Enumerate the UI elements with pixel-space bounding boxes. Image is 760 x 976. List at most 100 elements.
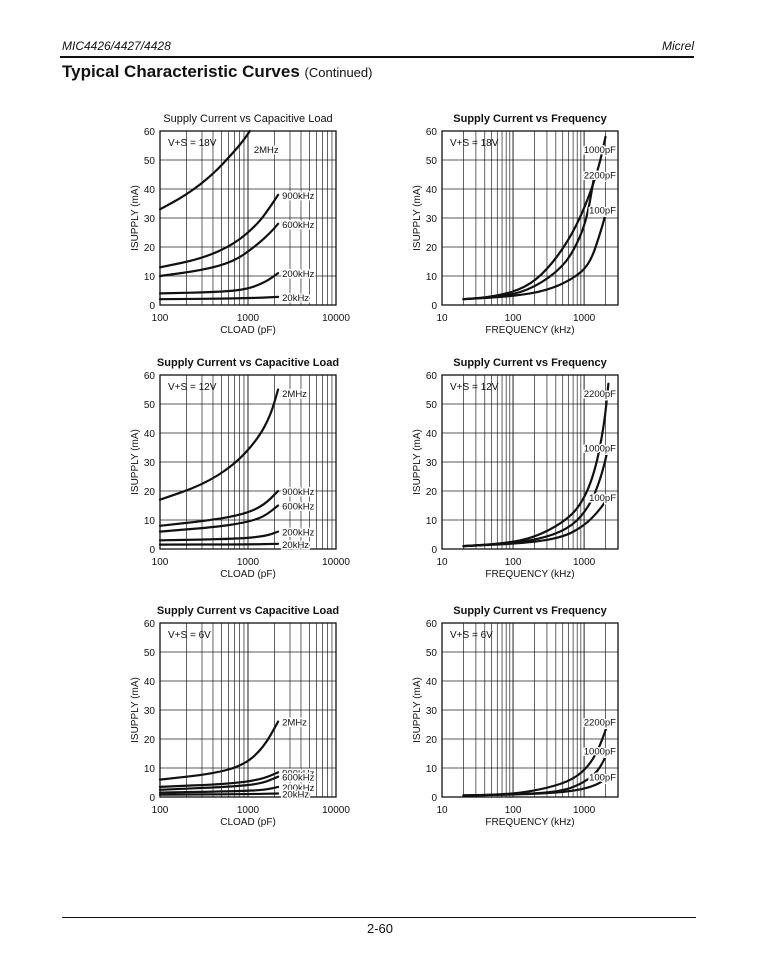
chart-title: Supply Current vs Capacitive Load — [163, 113, 332, 125]
y-tick-label: 0 — [149, 545, 155, 556]
y-tick-label: 50 — [144, 156, 156, 167]
x-tick-label: 10 — [436, 805, 448, 816]
series-label-900khz: 900kHz — [282, 768, 314, 779]
x-tick-label: 100 — [505, 557, 522, 568]
series-label-600khz: 600kHz — [282, 220, 314, 231]
x-tick-label: 1000 — [237, 557, 260, 568]
series-line-100pf — [462, 775, 610, 797]
section-subtitle: (Continued) — [304, 65, 373, 80]
series-label-2200pf: 2200pF — [584, 718, 616, 729]
series-line-600khz — [158, 222, 280, 278]
x-axis-label: CLOAD (pF) — [220, 569, 276, 580]
y-tick-label: 20 — [144, 487, 156, 498]
x-tick-label: 10000 — [322, 805, 350, 816]
y-tick-label: 10 — [144, 272, 156, 283]
x-tick-label: 1000 — [237, 805, 260, 816]
chart-5: 0 10 20 30 40 50 60 100 1000 10000 Supply Current … — [130, 605, 350, 828]
series-label-2mhz: 2MHz — [254, 145, 279, 156]
series-label-20khz: 20kHz — [282, 790, 309, 801]
y-tick-label: 20 — [144, 243, 156, 254]
y-tick-label: 20 — [144, 735, 156, 746]
supply-voltage-label: V+S = 12V — [450, 382, 499, 393]
series-label-200khz: 200kHz — [282, 269, 314, 280]
series-label-900khz: 900kHz — [282, 191, 314, 202]
y-tick-label: 40 — [144, 429, 156, 440]
y-tick-label: 50 — [144, 400, 156, 411]
y-tick-label: 40 — [426, 429, 438, 440]
series-line-2200pf — [462, 173, 596, 301]
supply-voltage-label: V+S = 18V — [168, 138, 217, 149]
y-tick-label: 30 — [426, 706, 438, 717]
chart-title: Supply Current vs Frequency — [453, 605, 607, 617]
y-tick-label: 30 — [144, 214, 156, 225]
y-tick-label: 20 — [426, 735, 438, 746]
y-tick-label: 0 — [431, 793, 437, 804]
y-tick-label: 30 — [144, 458, 156, 469]
series-label-100pf: 100pF — [589, 493, 616, 504]
y-tick-label: 40 — [426, 677, 438, 688]
series-label-600khz: 600kHz — [282, 502, 314, 513]
series-label-200khz: 200kHz — [282, 783, 314, 794]
y-tick-label: 10 — [426, 764, 438, 775]
plot-frame — [159, 374, 337, 550]
series-line-900khz — [158, 489, 280, 527]
chart-title: Supply Current vs Capacitive Load — [157, 605, 339, 617]
y-tick-label: 30 — [144, 706, 156, 717]
series-label-100pf: 100pF — [589, 773, 616, 784]
y-axis-label: ISUPPLY (mA) — [412, 429, 423, 495]
x-tick-label: 100 — [152, 557, 169, 568]
series-label-600khz: 600kHz — [282, 773, 314, 784]
x-axis-label: CLOAD (pF) — [220, 325, 276, 336]
series-line-2mhz — [158, 720, 280, 781]
y-tick-label: 10 — [426, 272, 438, 283]
plot-frame — [159, 622, 337, 798]
supply-voltage-label: V+S = 12V — [168, 382, 217, 393]
series-line-2mhz — [158, 129, 251, 211]
y-tick-label: 50 — [426, 400, 438, 411]
series-line-2mhz — [158, 388, 280, 501]
supply-voltage-label: V+S = 18V — [450, 138, 499, 149]
series-label-1000pf: 1000pF — [584, 747, 616, 758]
x-tick-label: 100 — [505, 805, 522, 816]
chart-title: Supply Current vs Capacitive Load — [157, 357, 339, 369]
page-number: 2-60 — [366, 921, 394, 936]
footer-rule — [62, 917, 696, 918]
plot-frame — [159, 130, 337, 306]
series-label-100pf: 100pF — [589, 205, 616, 216]
chart-title: Supply Current vs Frequency — [453, 113, 607, 125]
chart-1: 0 10 20 30 40 50 60 100 1000 10000 Supply Current … — [130, 113, 350, 336]
series-label-20khz: 20kHz — [282, 293, 309, 304]
x-tick-label: 1000 — [237, 313, 260, 324]
y-axis-label: ISUPPLY (mA) — [130, 677, 141, 743]
plot-frame — [441, 622, 619, 798]
y-axis-label: ISUPPLY (mA) — [412, 677, 423, 743]
y-tick-label: 50 — [426, 156, 438, 167]
supply-voltage-label: V+S = 6V — [450, 630, 493, 641]
section-title: Typical Characteristic Curves (Continued… — [62, 62, 372, 82]
y-tick-label: 40 — [144, 677, 156, 688]
series-label-1000pf: 1000pF — [584, 145, 616, 156]
series-label-200khz: 200kHz — [282, 528, 314, 539]
series-label-900khz: 900kHz — [282, 487, 314, 498]
series-line-600khz — [158, 504, 280, 533]
series-line-200khz — [158, 272, 280, 295]
y-tick-label: 60 — [144, 127, 156, 138]
series-label-1000pf: 1000pF — [584, 444, 616, 455]
series-label-20khz: 20kHz — [282, 540, 309, 551]
series-line-200khz — [158, 785, 280, 794]
y-tick-label: 60 — [144, 371, 156, 382]
section-title-text: Typical Characteristic Curves — [62, 62, 300, 81]
series-label-2mhz: 2MHz — [282, 718, 307, 729]
series-line-900khz — [158, 193, 280, 269]
y-tick-label: 60 — [426, 371, 438, 382]
series-line-100pf — [462, 208, 609, 301]
chart-3: 0 10 20 30 40 50 60 100 1000 10000 Supply Current … — [130, 357, 350, 580]
y-tick-label: 50 — [144, 648, 156, 659]
y-tick-label: 10 — [144, 516, 156, 527]
y-tick-label: 40 — [426, 185, 438, 196]
series-line-100pf — [462, 495, 610, 548]
plot-frame — [441, 130, 619, 306]
y-tick-label: 30 — [426, 458, 438, 469]
x-tick-label: 100 — [152, 805, 169, 816]
